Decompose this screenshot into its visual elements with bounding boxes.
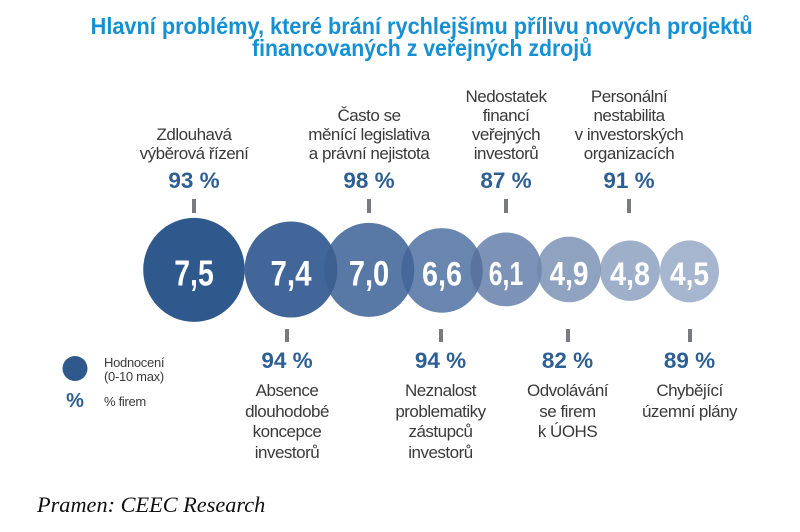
svg-text:4,5: 4,5 xyxy=(670,256,709,292)
svg-text:7,5: 7,5 xyxy=(174,253,214,294)
svg-text:6,1: 6,1 xyxy=(489,256,524,293)
svg-text:6,6: 6,6 xyxy=(422,255,462,293)
svg-text:7,0: 7,0 xyxy=(349,255,390,294)
svg-text:7,4: 7,4 xyxy=(271,255,312,294)
svg-text:4,8: 4,8 xyxy=(610,256,650,292)
svg-text:4,9: 4,9 xyxy=(550,255,589,292)
